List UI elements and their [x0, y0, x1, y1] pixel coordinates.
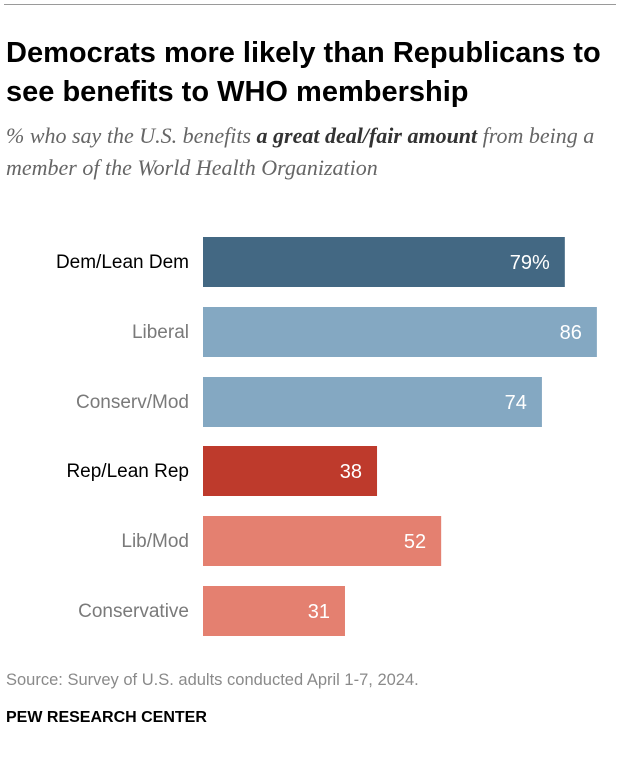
chart-subtitle: % who say the U.S. benefits a great deal…: [6, 120, 616, 184]
brand-label: PEW RESEARCH CENTER: [6, 709, 207, 726]
value-label-dem-lean-dem: 79%: [510, 252, 550, 274]
bar-chart: Dem/Lean Dem 79% Liberal 86 Conserv/Mod 74 Rep…: [56, 237, 597, 636]
subtitle-lead: % who say the U.S. benefits: [6, 123, 257, 148]
category-label-dem-lean-dem: Dem/Lean Dem: [56, 252, 189, 273]
top-rule: [4, 4, 616, 5]
value-label-liberal: 86: [560, 322, 582, 344]
value-label-rep-lean-rep: 38: [340, 461, 362, 483]
value-label-conserv-mod: 74: [505, 392, 527, 414]
bar-conservative: [203, 586, 345, 636]
category-label-conserv-mod: Conserv/Mod: [76, 392, 189, 413]
bar-dem-lean-dem: [203, 237, 565, 287]
subtitle-emphasis: a great deal/fair amount: [256, 123, 478, 148]
chart-title: Democrats more likely than Republicans t…: [6, 37, 601, 108]
category-label-rep-lean-rep: Rep/Lean Rep: [66, 461, 189, 482]
category-label-conservative: Conservative: [78, 601, 189, 622]
bar-rep-lean-rep: [203, 446, 378, 496]
value-label-conservative: 31: [308, 601, 330, 623]
bar-liberal: [203, 307, 597, 357]
category-label-liberal: Liberal: [132, 322, 189, 343]
source-note: Source: Survey of U.S. adults conducted …: [6, 671, 419, 689]
category-label-lib-mod: Lib/Mod: [121, 531, 189, 552]
subtitle-tail: from being a member of the World Health …: [6, 123, 595, 180]
bar-lib-mod: [203, 516, 442, 566]
value-label-lib-mod: 52: [404, 531, 426, 553]
bar-conserv-mod: [203, 377, 542, 427]
